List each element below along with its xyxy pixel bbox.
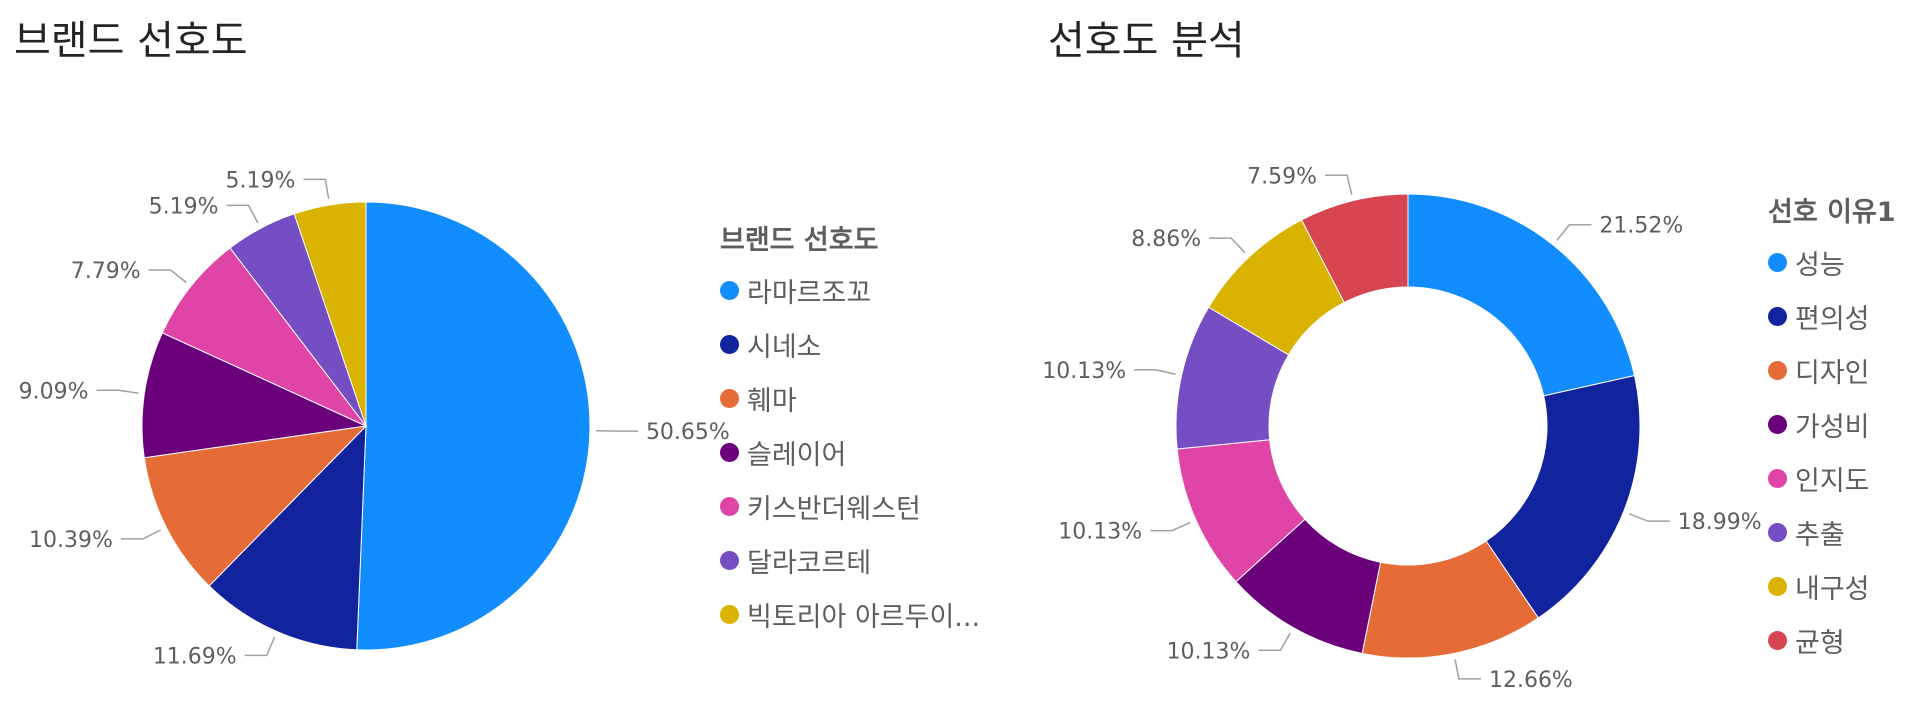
donut-slice-7[interactable] — [1300, 193, 1409, 304]
legend-item[interactable]: 훼마 — [720, 371, 980, 425]
data-label: 10.39% — [29, 528, 113, 553]
data-label: 10.13% — [1167, 639, 1251, 664]
legend-marker — [720, 550, 739, 570]
brand-preference-panel: 브랜드 선호도 50.65% 11.69% 10.39% 9.09% 7.79% 5.19… — [14, 18, 980, 669]
legend-label: 달라코르테 — [747, 547, 872, 579]
legend-label: 라마르조꼬 — [747, 277, 872, 309]
legend-label: 가성비 — [1795, 411, 1870, 443]
leader-line — [148, 269, 187, 284]
legend-title: 선호 이유1 — [1768, 197, 1896, 228]
brand-preference-title: 브랜드 선호도 — [14, 18, 248, 64]
legend-marker — [1768, 414, 1787, 434]
legend-label: 슬레이어 — [747, 439, 847, 471]
data-label: 7.79% — [71, 259, 141, 284]
leader-line — [1628, 513, 1670, 522]
legend-label: 디자인 — [1795, 357, 1870, 389]
leader-line — [244, 636, 276, 657]
legend-marker — [1768, 630, 1787, 650]
legend-title: 브랜드 선호도 — [720, 225, 879, 256]
legend-marker — [720, 388, 739, 408]
legend-item[interactable]: 내구성 — [1768, 559, 1896, 613]
pie-slice-3[interactable] — [141, 332, 368, 459]
legend-marker — [1768, 306, 1787, 326]
legend-label: 성능 — [1795, 249, 1845, 281]
data-label: 8.86% — [1131, 227, 1201, 252]
legend-item[interactable]: 빅토리아 아르두이... — [720, 587, 980, 641]
pie-slice-1[interactable] — [208, 424, 367, 651]
legend-item[interactable]: 균형 — [1768, 613, 1896, 667]
preference-analysis-title: 선호도 분석 — [1048, 18, 1245, 64]
pie-slice-0[interactable] — [356, 201, 591, 651]
legend-item[interactable]: 편의성 — [1768, 289, 1896, 343]
legend-label: 편의성 — [1795, 303, 1870, 335]
legend-marker — [1768, 576, 1787, 596]
leader-line — [303, 178, 330, 200]
leader-line — [226, 204, 259, 224]
legend-marker — [720, 496, 739, 516]
data-label: 11.69% — [153, 644, 237, 669]
legend-marker — [720, 280, 739, 300]
data-label: 10.13% — [1058, 520, 1142, 545]
legend-marker — [1768, 468, 1787, 488]
pie-slice-6[interactable] — [293, 201, 367, 427]
legend-label: 훼마 — [747, 385, 797, 417]
legend-item[interactable]: 달라코르테 — [720, 533, 980, 587]
data-label: 12.66% — [1489, 668, 1573, 693]
data-label: 9.09% — [19, 379, 89, 404]
pie-slice-4[interactable] — [161, 247, 367, 427]
legend-item[interactable]: 성능 — [1768, 235, 1896, 289]
legend-item[interactable]: 추출 — [1768, 505, 1896, 559]
legend-marker — [1768, 360, 1787, 380]
leader-line — [1454, 659, 1481, 680]
preference-analysis-panel: 선호도 분석 21.52% 18.99% 12.66% 10.13% 10.13% 10.… — [1040, 0, 1925, 706]
pie-slice-2[interactable] — [143, 425, 368, 587]
donut-slice-0[interactable] — [1407, 193, 1636, 397]
legend-item[interactable]: 키스반더웨스턴 — [720, 479, 980, 533]
data-label: 10.13% — [1042, 359, 1126, 384]
leader-line — [1325, 174, 1353, 195]
legend-label: 균형 — [1795, 627, 1845, 659]
legend-marker — [720, 604, 739, 624]
leader-line — [1556, 223, 1592, 241]
legend-marker — [1768, 522, 1787, 542]
legend-item[interactable]: 디자인 — [1768, 343, 1896, 397]
legend-item[interactable]: 시네소 — [720, 317, 980, 371]
legend-marker — [720, 442, 739, 462]
donut-slice-1[interactable] — [1485, 375, 1641, 619]
legend-label: 추출 — [1795, 519, 1845, 551]
legend-label: 인지도 — [1795, 465, 1870, 497]
leader-line — [1150, 521, 1191, 532]
legend-item[interactable]: 가성비 — [1768, 397, 1896, 451]
legend-marker — [720, 334, 739, 354]
preference-analysis-donut-chart: 21.52% 18.99% 12.66% 10.13% 10.13% 10.13% 8.86… — [1042, 164, 1762, 693]
data-label: 21.52% — [1599, 214, 1683, 239]
legend-item[interactable]: 슬레이어 — [720, 425, 980, 479]
legend-marker — [1768, 252, 1787, 272]
leader-line — [1258, 632, 1292, 652]
legend-label: 키스반더웨스턴 — [747, 493, 921, 525]
brand-preference-pie-chart: 50.65% 11.69% 10.39% 9.09% 7.79% 5.19% 5.19% — [19, 168, 730, 669]
data-label: 5.19% — [226, 168, 296, 193]
data-label: 5.19% — [149, 194, 219, 219]
legend-item[interactable]: 인지도 — [1768, 451, 1896, 505]
data-label: 50.65% — [646, 420, 730, 445]
leader-line — [1209, 237, 1246, 254]
leader-line — [120, 529, 162, 540]
legend-item[interactable]: 라마르조꼬 — [720, 263, 980, 317]
data-label: 18.99% — [1678, 510, 1762, 535]
legend-label: 내구성 — [1795, 573, 1870, 605]
leader-line — [1134, 369, 1176, 376]
data-label: 7.59% — [1247, 164, 1317, 189]
legend-label: 시네소 — [747, 331, 822, 363]
leader-line — [96, 389, 139, 394]
legend-label: 빅토리아 아르두이... — [747, 601, 981, 633]
